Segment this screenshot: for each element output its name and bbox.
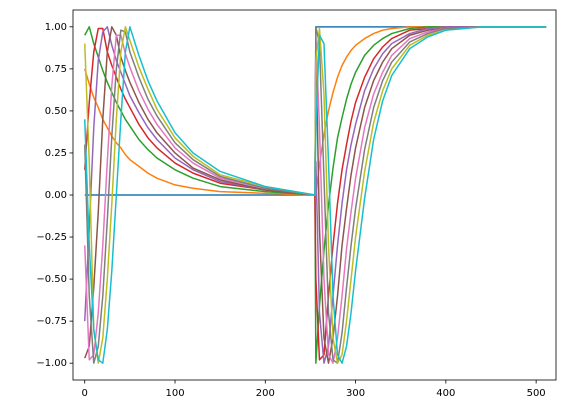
y-tick-label: 0.00 bbox=[45, 190, 67, 201]
x-tick-label: 0 bbox=[82, 388, 88, 399]
y-tick-label: 0.25 bbox=[45, 148, 67, 159]
x-tick-label: 200 bbox=[256, 388, 275, 399]
y-tick-label: 0.75 bbox=[45, 64, 67, 75]
y-tick-label: −1.00 bbox=[36, 358, 67, 369]
x-tick-label: 300 bbox=[346, 388, 365, 399]
y-tick-label: 1.00 bbox=[45, 22, 67, 33]
x-tick-label: 500 bbox=[527, 388, 546, 399]
y-tick-label: −0.25 bbox=[36, 232, 67, 243]
data-line bbox=[83, 26, 547, 361]
y-tick-label: −0.75 bbox=[36, 316, 67, 327]
x-tick-label: 400 bbox=[436, 388, 455, 399]
y-tick-label: 0.50 bbox=[45, 106, 67, 117]
data-line bbox=[83, 26, 547, 364]
axes-frame bbox=[72, 9, 557, 381]
x-tick-label: 100 bbox=[165, 388, 184, 399]
y-tick-label: −0.50 bbox=[36, 274, 67, 285]
